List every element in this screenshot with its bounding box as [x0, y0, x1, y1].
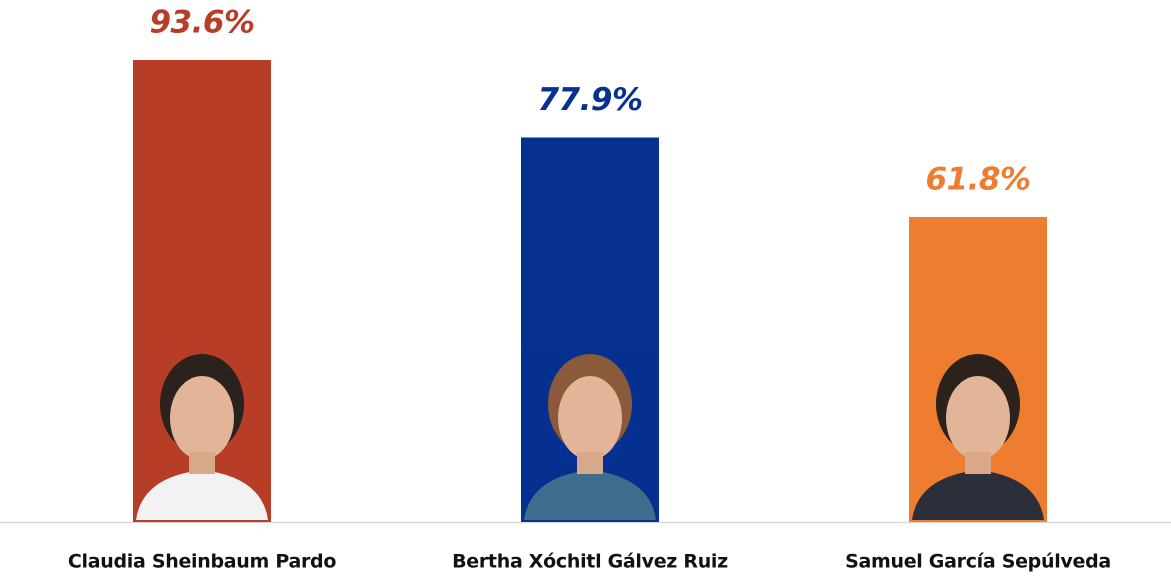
portrait-neck — [189, 452, 215, 474]
page: {"chart_data": {"type": "bar", "categori… — [0, 0, 1171, 576]
x-tick-label: Samuel García Sepúlveda — [845, 551, 1111, 573]
portrait — [911, 347, 1045, 520]
portrait — [135, 347, 269, 520]
portrait-neck — [577, 452, 603, 474]
portrait-face — [558, 376, 622, 460]
value-label: 61.8% — [925, 161, 1030, 197]
x-tick-label: Bertha Xóchitl Gálvez Ruiz — [452, 551, 728, 573]
portrait-neck — [965, 452, 991, 474]
portrait — [523, 347, 657, 520]
chart: 93.6% Claudia Sheinbaum Pardo 77.9% Bertha … — [0, 0, 1171, 576]
value-label: 93.6% — [149, 5, 254, 41]
portrait-face — [946, 376, 1010, 460]
portrait-face — [170, 376, 234, 460]
x-tick-label: Claudia Sheinbaum Pardo — [68, 551, 336, 573]
value-label: 77.9% — [537, 82, 642, 118]
